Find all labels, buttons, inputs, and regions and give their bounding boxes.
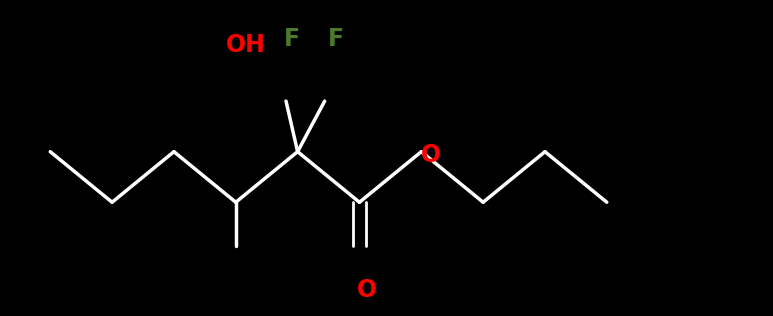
Text: F: F [284,27,300,51]
Text: OH: OH [226,33,266,57]
Text: F: F [329,27,344,51]
Text: O: O [357,278,377,302]
Text: O: O [421,143,441,167]
